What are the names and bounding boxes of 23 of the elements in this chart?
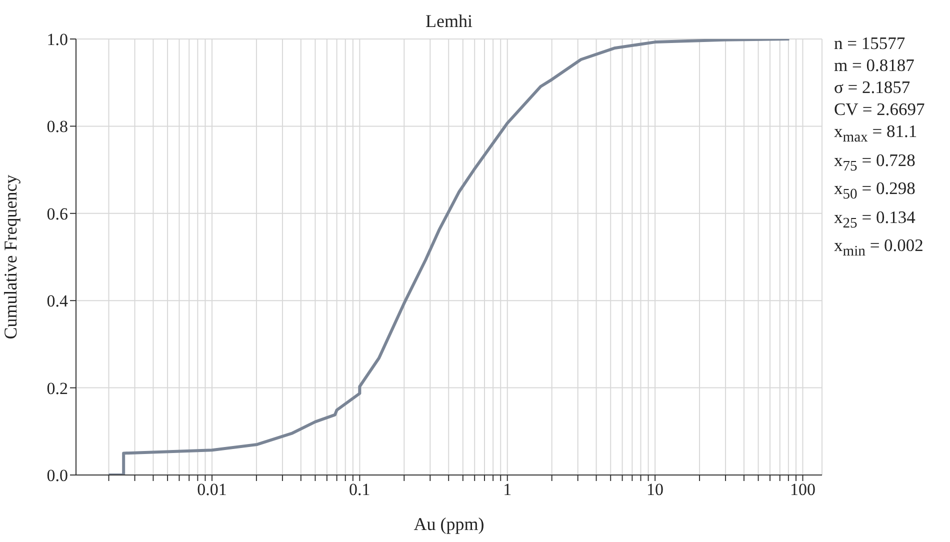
text: CV = 2.6697 — [834, 98, 925, 120]
chart-title: Lemhi — [426, 11, 472, 31]
x-axis-title: Au (ppm) — [414, 514, 484, 534]
x-tick-label: 0.01 — [197, 480, 227, 500]
x-tick-label: 1 — [503, 480, 512, 500]
x-tick-label: 100 — [790, 480, 816, 500]
y-tick-label: 1.0 — [46, 30, 68, 50]
x-tick-label: 10 — [646, 480, 664, 500]
text: x$_{max}$ = 81.1 — [834, 120, 918, 148]
text: x$_{50}$ = 0.298 — [834, 177, 916, 204]
y-tick-label: 0.2 — [46, 378, 68, 398]
text: m = 0.8187 — [834, 54, 916, 76]
y-tick-label: 0.4 — [46, 292, 68, 311]
y-tick-label: 0.0 — [46, 466, 68, 486]
text: n = 15577 — [834, 32, 906, 54]
y-axis-title: Cumulative Frequency — [0, 174, 20, 340]
x-tick-label: 0.1 — [349, 480, 370, 500]
text: x$_{25}$ = 0.134 — [834, 206, 916, 233]
y-tick-label: 0.6 — [46, 204, 68, 224]
text: σ = 2.1857 — [834, 76, 912, 98]
y-tick-label: 0.8 — [46, 117, 68, 136]
text: x$_{75}$ = 0.728 — [834, 148, 916, 176]
text: x$_{min}$ = 0.002 — [834, 234, 924, 262]
